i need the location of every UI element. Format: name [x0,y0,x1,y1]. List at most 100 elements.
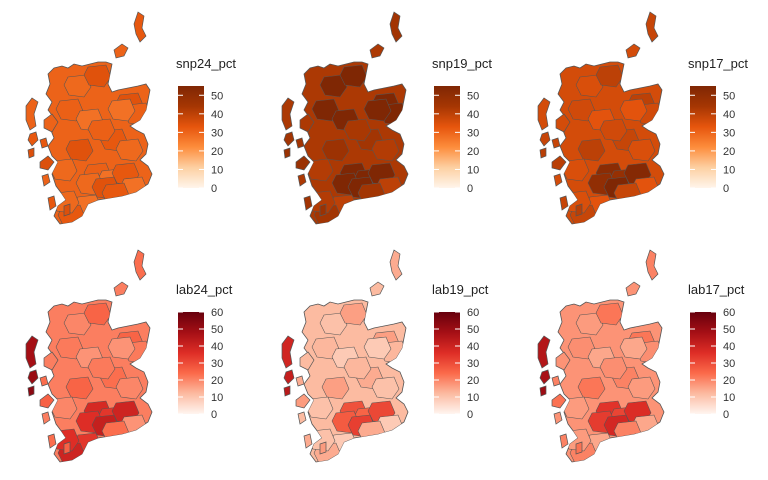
map-panel-snp17: snp17_pct 0 10 20 30 40 50 [537,11,748,225]
legend-tick-label: 30 [467,127,479,139]
district-north-east [619,336,648,360]
island-shape [575,203,583,217]
island-shape [555,113,571,133]
district-other [599,356,628,380]
legend-title: lab24_pct [176,282,233,297]
island-shape [551,375,561,387]
island-shape [553,411,563,425]
legend-tick-label: 0 [467,183,473,195]
district-other [65,138,94,162]
legend-tick-label: 60 [211,307,223,319]
district-other [343,118,372,142]
district-other [343,356,372,380]
district-other [577,376,606,400]
island-shape [283,147,291,159]
island-shape [369,281,385,297]
district-other [101,182,130,206]
island-shape [537,335,551,369]
legend-tick-label: 50 [467,324,479,336]
legend-lab19: lab19_pct 0 10 20 30 40 50 60 [432,282,489,421]
island-shape [539,131,551,147]
island-shape [559,195,569,211]
district-highlands [339,64,368,88]
legend-tick-label: 40 [723,341,735,353]
district-layer [561,64,664,224]
legend-tick-label: 40 [723,109,735,121]
island-shape [133,249,147,281]
island-shape [295,155,311,171]
map-panel-snp19: snp19_pct 0 10 20 30 40 50 [281,11,492,225]
island-shape [27,369,39,385]
legend-tick-label: 40 [467,341,479,353]
island-shape [645,11,659,43]
legend-tick-label: 10 [723,164,735,176]
legend-tick-label: 40 [211,341,223,353]
legend-tick-label: 30 [211,127,223,139]
legend-tick-label: 20 [211,375,223,387]
island-shape [539,385,547,397]
island-shape [63,203,71,217]
island-shape [299,351,315,371]
district-north-east [619,98,648,122]
district-other [115,138,144,162]
legend-title: lab19_pct [432,282,489,297]
district-other [87,118,116,142]
island-shape [43,113,59,133]
legend-lab17: lab17_pct 0 10 20 30 40 50 60 [688,282,745,421]
district-north-east [107,336,136,360]
district-other [65,376,94,400]
legend-tick-label: 30 [211,358,223,370]
island-shape [303,433,313,449]
island-shape [47,433,57,449]
legend-title: snp24_pct [176,56,236,71]
island-shape [539,147,547,159]
district-other [627,138,656,162]
map-panel-lab19: lab19_pct 0 10 20 30 40 50 60 [281,249,489,463]
legend-tick-label: 0 [211,183,217,195]
island-shape [295,375,305,387]
map-panel-snp24: snp24_pct 0 10 20 30 40 50 [25,11,236,225]
legend-snp17: snp17_pct 0 10 20 30 40 50 [688,56,748,195]
legend-colorbar [690,86,716,188]
district-other [627,376,656,400]
island-shape [295,137,305,149]
island-shape [39,375,49,387]
district-other [357,182,386,206]
island-shape [281,97,295,131]
island-shape [27,385,35,397]
district-other [321,376,350,400]
island-shape [295,393,311,409]
map-panel-lab17: lab17_pct 0 10 20 30 40 50 60 [537,249,745,463]
legend-tick-label: 20 [723,375,735,387]
island-shape [559,433,569,449]
island-shape [645,249,659,281]
island-shape [299,113,315,133]
legend-colorbar [434,86,460,188]
legend-tick-label: 30 [723,358,735,370]
island-shape [297,173,307,187]
district-highlands [339,302,368,326]
island-shape [283,131,295,147]
district-other [577,138,606,162]
district-highlands [311,98,340,122]
legend-tick-label: 0 [467,409,473,421]
island-shape [27,147,35,159]
island-shape [389,249,403,281]
legend-tick-label: 20 [211,146,223,158]
island-shape [47,195,57,211]
district-north-east [107,98,136,122]
legend-tick-label: 0 [723,409,729,421]
island-shape [63,441,71,455]
island-shape [553,173,563,187]
district-highlands [567,98,596,122]
district-highlands [595,64,624,88]
legend-tick-label: 10 [467,164,479,176]
district-highlands [55,336,84,360]
legend-tick-label: 10 [211,164,223,176]
island-shape [41,173,51,187]
map-panel-lab24: lab24_pct 0 10 20 30 40 50 60 [25,249,233,463]
district-other [613,420,642,444]
island-shape [575,441,583,455]
district-other [371,376,400,400]
legend-snp24: snp24_pct 0 10 20 30 40 50 [176,56,236,195]
